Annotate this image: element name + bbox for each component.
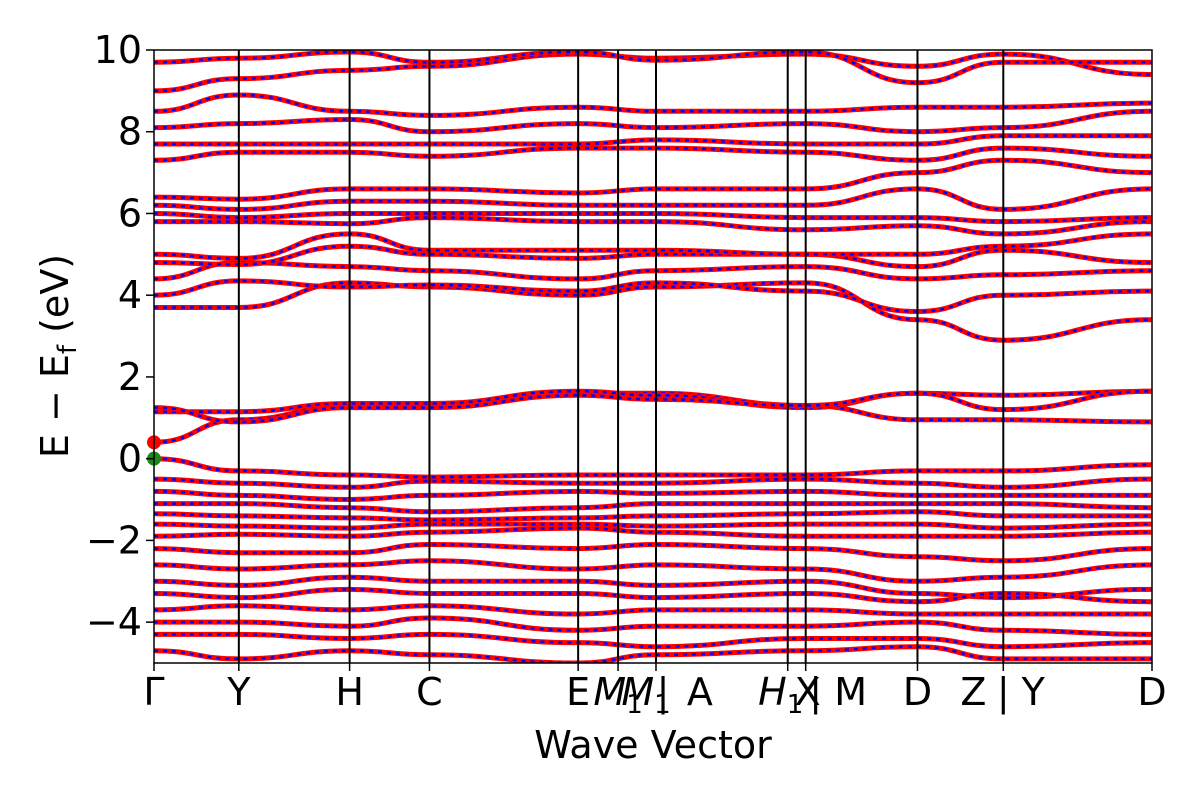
band-line-c13 (154, 145, 1152, 163)
x-tick-label-16: Y (1021, 670, 1046, 714)
x-tick-label-17: D (1137, 670, 1166, 714)
band-line-v14 (154, 631, 1152, 650)
band-dash-c8 (154, 232, 1152, 260)
x-tick-label-2: H (335, 670, 364, 714)
band-line-v13 (154, 615, 1152, 637)
band-line-v8 (154, 541, 1152, 564)
bands-layer (154, 50, 1152, 663)
band-line-v7 (154, 525, 1152, 539)
band-line-v12 (154, 603, 1152, 617)
high-symmetry-lines (237, 50, 1005, 663)
x-tick-label-13: D (903, 670, 932, 714)
y-axis-title-unit: (eV) (33, 254, 77, 345)
y-axis-title-sub: f (53, 344, 83, 354)
y-tick-label-7: 10 (94, 28, 142, 72)
band-line-c9 (154, 215, 1152, 237)
band-dash-c6 (154, 261, 1152, 281)
y-axis-title: E − Ef (eV) (33, 254, 83, 458)
x-tick-label-4: E (566, 670, 590, 714)
band-line-c15 (154, 108, 1152, 135)
y-tick-label-2: 0 (118, 437, 142, 481)
x-axis-title: Wave Vector (534, 723, 772, 767)
y-axis-ticks: −4 −2 0 2 4 6 8 10 (86, 28, 154, 644)
band-dash-c12 (154, 159, 1152, 201)
band-line-v3 (154, 488, 1152, 503)
x-tick-label-7: | (657, 670, 670, 715)
band-dash-c10 (154, 212, 1152, 223)
band-line-c11 (154, 186, 1152, 212)
band-line-v4 (154, 501, 1152, 515)
band-dash-c17 (154, 52, 1152, 93)
y-tick-label-1: −2 (86, 518, 142, 562)
band-dash-c5 (154, 279, 1152, 313)
band-line-v5 (154, 509, 1152, 523)
band-dash-c4 (154, 281, 1152, 342)
band-dash-c2 (154, 389, 1152, 413)
x-tick-label-15: | (997, 670, 1010, 715)
band-line-v11 (154, 586, 1152, 605)
band-line-v6 (154, 521, 1152, 531)
y-axis-title-main: E − E (33, 354, 77, 458)
y-tick-label-3: 2 (118, 355, 142, 399)
x-tick-label-5: M1 (593, 670, 642, 720)
y-tick-label-5: 6 (118, 191, 142, 235)
band-line-v15 (154, 644, 1152, 663)
x-tick-label-3: C (416, 670, 443, 714)
x-tick-label-14: Z (960, 670, 986, 714)
band-line-v1 (154, 456, 1152, 480)
plot-frame (153, 49, 1153, 664)
x-tick-label-8: A (687, 670, 713, 714)
band-line-c14 (154, 133, 1152, 147)
x-tick-label-0: Γ (143, 670, 164, 714)
y-tick-label-0: −4 (86, 600, 142, 644)
y-tick-label-6: 8 (118, 110, 142, 154)
band-dash-c18 (154, 50, 1152, 84)
band-dash-c16 (154, 93, 1152, 117)
x-tick-label-10: X (795, 670, 821, 714)
x-tick-label-11: | (809, 670, 822, 715)
band-dash-c3 (154, 389, 1152, 424)
band-dash-c7 (154, 244, 1152, 268)
x-tick-label-12: M (834, 670, 867, 714)
band-line-v9 (154, 558, 1152, 584)
y-tick-label-4: 4 (118, 273, 142, 317)
x-tick-label-9: H1 (758, 670, 803, 720)
x-tick-label-6: M1 (621, 670, 670, 720)
band-line-v2 (154, 476, 1152, 490)
x-tick-label-1: Y (226, 670, 251, 714)
